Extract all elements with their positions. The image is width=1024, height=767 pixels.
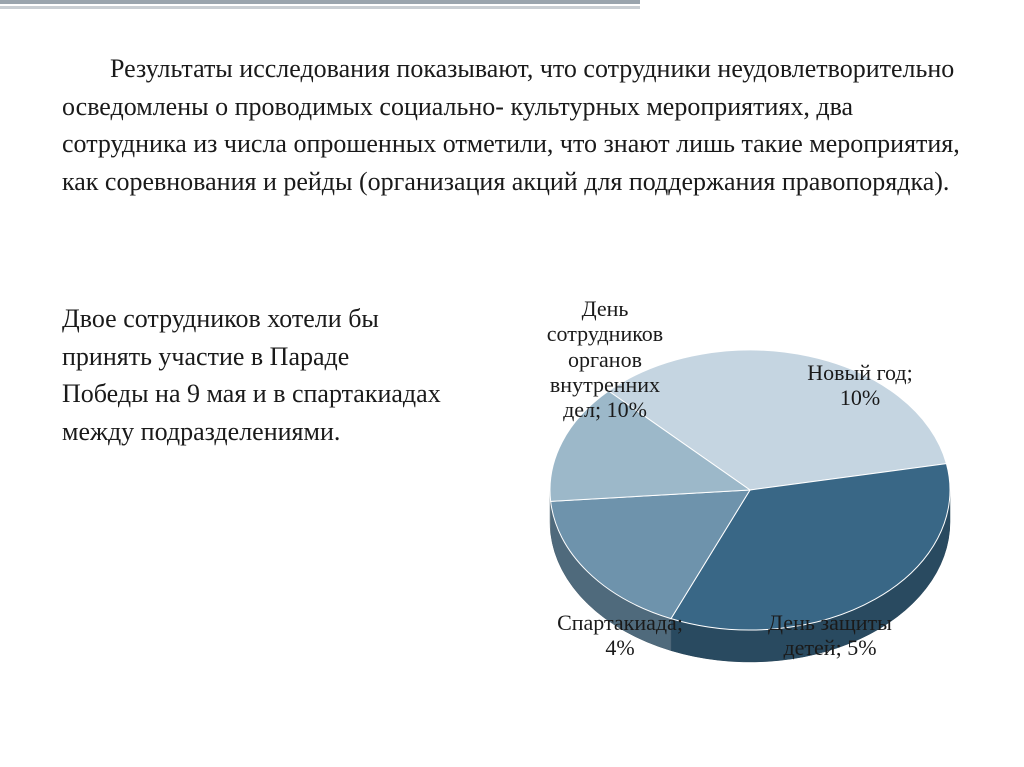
pie-slice-label: Спартакиада; 4%: [520, 610, 720, 661]
paragraph-1: Результаты исследования показывают, что …: [62, 50, 962, 201]
body-text-continued: Двое сотрудников хотели бы принять участ…: [62, 300, 442, 451]
body-text: Результаты исследования показывают, что …: [62, 50, 962, 201]
paragraph-2: Двое сотрудников хотели бы принять участ…: [62, 300, 442, 451]
pie-slice-label: Новый год; 10%: [770, 360, 950, 411]
slide: Результаты исследования показывают, что …: [0, 0, 1024, 767]
pie-slice-label: День защиты детей; 5%: [730, 610, 930, 661]
pie-chart: День сотрудников органов внутренних дел;…: [470, 300, 990, 740]
top-rule: [0, 0, 640, 10]
pie-slice-label: День сотрудников органов внутренних дел;…: [505, 296, 705, 422]
